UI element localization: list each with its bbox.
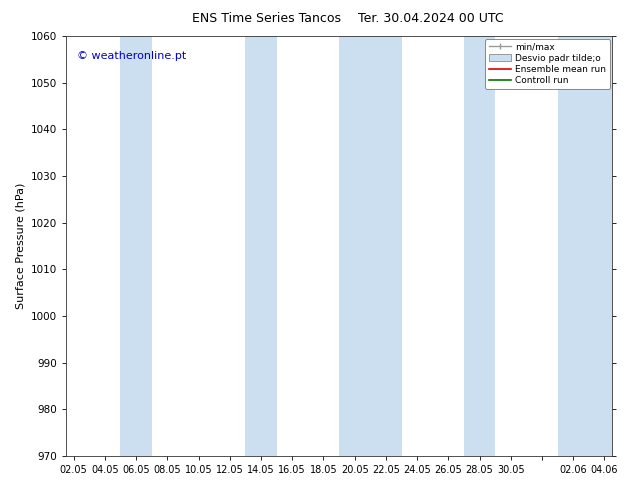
Text: © weatheronline.pt: © weatheronline.pt <box>77 51 186 61</box>
Y-axis label: Surface Pressure (hPa): Surface Pressure (hPa) <box>15 183 25 309</box>
Bar <box>120 36 152 456</box>
Bar <box>464 36 495 456</box>
Bar <box>339 36 401 456</box>
Bar <box>558 36 620 456</box>
Legend: min/max, Desvio padr tilde;o, Ensemble mean run, Controll run: min/max, Desvio padr tilde;o, Ensemble m… <box>485 39 609 89</box>
Text: ENS Time Series Tancos: ENS Time Series Tancos <box>191 12 341 25</box>
Text: Ter. 30.04.2024 00 UTC: Ter. 30.04.2024 00 UTC <box>358 12 504 25</box>
Bar <box>245 36 276 456</box>
